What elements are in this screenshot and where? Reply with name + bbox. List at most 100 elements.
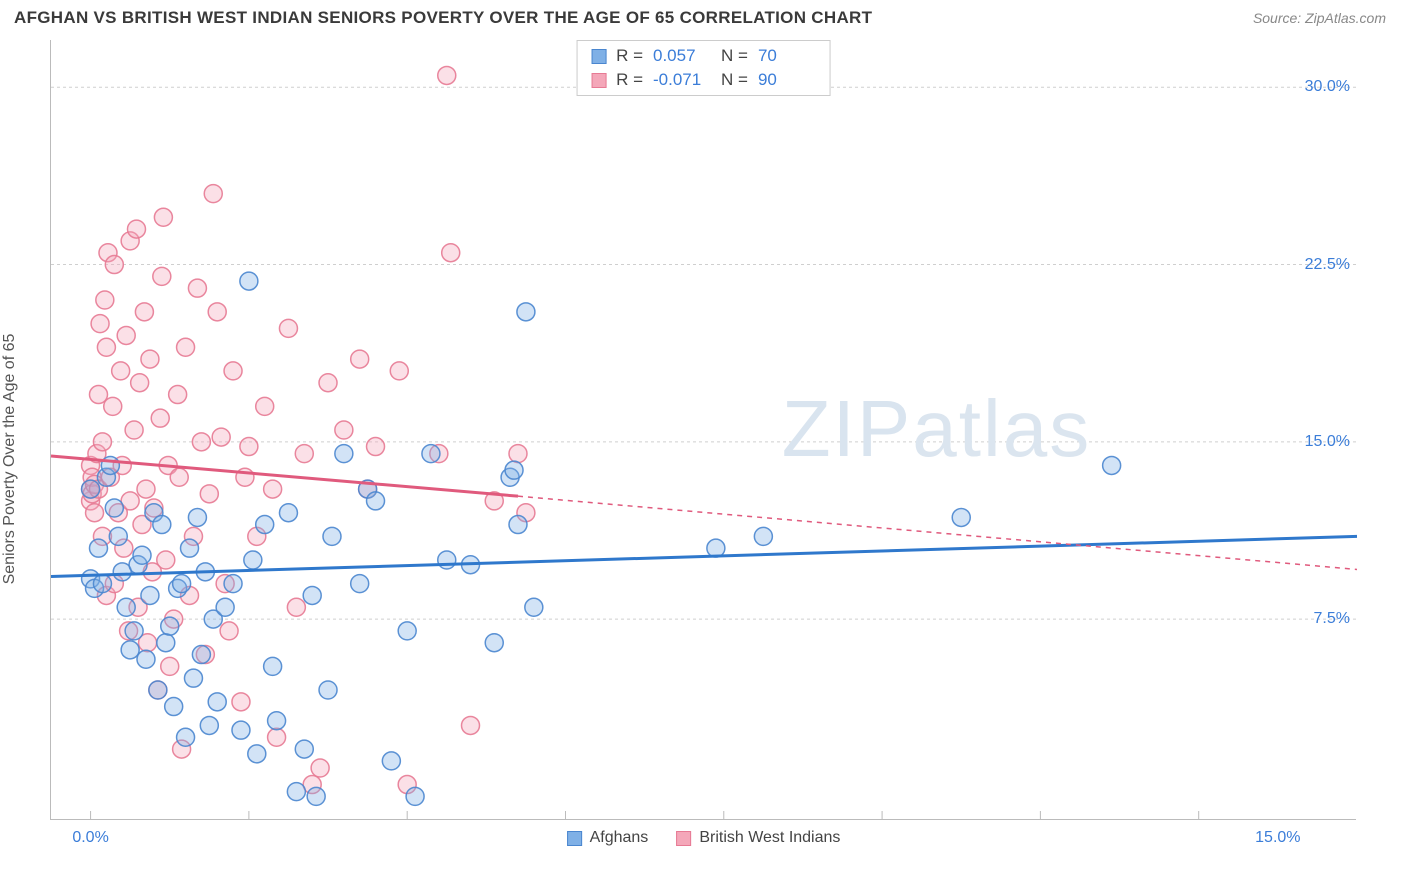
series-label: British West Indians xyxy=(699,829,840,847)
afghans-point xyxy=(121,641,139,659)
afghans-point xyxy=(952,508,970,526)
bwi-point xyxy=(137,480,155,498)
afghans-point xyxy=(307,787,325,805)
r-label: R = xyxy=(616,70,643,90)
n-label: N = xyxy=(721,46,748,66)
r-label: R = xyxy=(616,46,643,66)
bwi-point xyxy=(256,397,274,415)
afghans-point xyxy=(335,445,353,463)
plot-area: ZIPatlas R =0.057N =70R =-0.071N =90 Afg… xyxy=(50,40,1356,820)
afghans-point xyxy=(184,669,202,687)
afghans-point xyxy=(264,657,282,675)
bwi-point xyxy=(93,433,111,451)
bwi-point xyxy=(97,338,115,356)
bwi-point xyxy=(212,428,230,446)
afghans-point xyxy=(161,617,179,635)
afghans-point xyxy=(382,752,400,770)
afghans-point xyxy=(165,698,183,716)
x-tick-label: 15.0% xyxy=(1255,829,1300,847)
bwi-point xyxy=(279,319,297,337)
afghans-point xyxy=(319,681,337,699)
bwi-point xyxy=(86,504,104,522)
afghans-point xyxy=(133,546,151,564)
y-tick-label: 7.5% xyxy=(1314,610,1350,628)
chart-title: AFGHAN VS BRITISH WEST INDIAN SENIORS PO… xyxy=(14,8,872,28)
afghans-point xyxy=(505,461,523,479)
legend-swatch xyxy=(676,831,691,846)
afghans-point xyxy=(232,721,250,739)
bwi-point xyxy=(125,421,143,439)
bwi-point xyxy=(208,303,226,321)
source-attribution: Source: ZipAtlas.com xyxy=(1253,10,1386,26)
bwi-point xyxy=(295,445,313,463)
afghans-point xyxy=(181,539,199,557)
afghans-point xyxy=(367,492,385,510)
bwi-point xyxy=(104,397,122,415)
bwi-point xyxy=(154,208,172,226)
afghans-point xyxy=(89,539,107,557)
bwi-point xyxy=(311,759,329,777)
afghans-point xyxy=(509,516,527,534)
afghans-point xyxy=(192,646,210,664)
afghans-point xyxy=(208,693,226,711)
afghans-point xyxy=(82,480,100,498)
legend-swatch xyxy=(567,831,582,846)
afghans-point xyxy=(438,551,456,569)
n-label: N = xyxy=(721,70,748,90)
r-value: 0.057 xyxy=(653,46,711,66)
afghans-point xyxy=(153,516,171,534)
afghans-point xyxy=(754,527,772,545)
bwi-point xyxy=(192,433,210,451)
corr-legend-row: R =-0.071N =90 xyxy=(577,68,830,92)
bwi-point xyxy=(135,303,153,321)
bwi-point xyxy=(112,362,130,380)
bwi-point xyxy=(91,315,109,333)
afghans-point xyxy=(117,598,135,616)
afghans-point xyxy=(287,783,305,801)
y-tick-label: 22.5% xyxy=(1305,256,1350,274)
afghans-point xyxy=(137,650,155,668)
series-label: Afghans xyxy=(590,829,649,847)
afghans-point xyxy=(279,504,297,522)
bwi-point xyxy=(188,279,206,297)
afghans-point xyxy=(157,634,175,652)
title-bar: AFGHAN VS BRITISH WEST INDIAN SENIORS PO… xyxy=(0,0,1406,36)
bwi-point xyxy=(220,622,238,640)
afghans-point xyxy=(406,787,424,805)
chart-svg xyxy=(51,40,1356,819)
afghans-point xyxy=(177,728,195,746)
bwi-point xyxy=(462,716,480,734)
bwi-point xyxy=(232,693,250,711)
afghans-point xyxy=(422,445,440,463)
afghans-point xyxy=(268,712,286,730)
afghans-point xyxy=(351,575,369,593)
afghans-point xyxy=(109,527,127,545)
afghans-point xyxy=(525,598,543,616)
bwi-point xyxy=(153,267,171,285)
bwi-point xyxy=(161,657,179,675)
bwi-point xyxy=(367,438,385,456)
afghans-point xyxy=(173,575,191,593)
bwi-point xyxy=(204,185,222,203)
afghans-point xyxy=(398,622,416,640)
series-legend-item: British West Indians xyxy=(676,829,840,847)
plot-wrap: Seniors Poverty Over the Age of 65 ZIPat… xyxy=(0,36,1406,881)
bwi-point xyxy=(170,468,188,486)
afghans-point xyxy=(216,598,234,616)
bwi-point xyxy=(151,409,169,427)
bwi-point xyxy=(169,386,187,404)
bwi-point xyxy=(268,728,286,746)
afghans-point xyxy=(248,745,266,763)
afghans-point xyxy=(303,586,321,604)
bwi-point xyxy=(200,485,218,503)
bwi-point xyxy=(264,480,282,498)
afghans-point xyxy=(149,681,167,699)
series-legend: Afghans British West Indians xyxy=(567,829,841,847)
bwi-trendline xyxy=(51,456,518,496)
bwi-point xyxy=(240,438,258,456)
bwi-point xyxy=(131,374,149,392)
afghans-point xyxy=(188,508,206,526)
r-value: -0.071 xyxy=(653,70,711,90)
afghans-point xyxy=(93,575,111,593)
bwi-point xyxy=(287,598,305,616)
